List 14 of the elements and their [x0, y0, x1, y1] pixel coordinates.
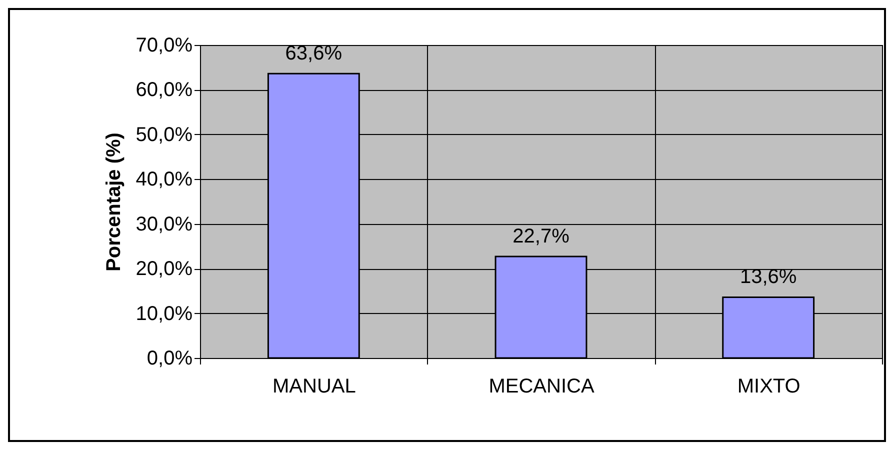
y-tick-label: 20,0%: [136, 258, 193, 280]
x-tick-label: MANUAL: [272, 376, 356, 398]
y-tick-label: 0,0%: [146, 348, 193, 370]
y-tick-label: 50,0%: [136, 124, 193, 146]
x-tick-label: MECANICA: [488, 376, 595, 398]
y-tick-label: 30,0%: [136, 213, 193, 236]
y-tick-label: 60,0%: [136, 79, 193, 102]
data-label: 63,6%: [285, 42, 342, 65]
y-tick-label: 70,0%: [136, 34, 193, 56]
y-tick-label: 40,0%: [136, 168, 193, 191]
y-axis-title: Porcentaje (%): [102, 132, 125, 272]
data-label: 22,7%: [512, 226, 570, 248]
y-tick-label: 10,0%: [136, 302, 193, 325]
x-tick-label: MIXTO: [737, 376, 800, 398]
